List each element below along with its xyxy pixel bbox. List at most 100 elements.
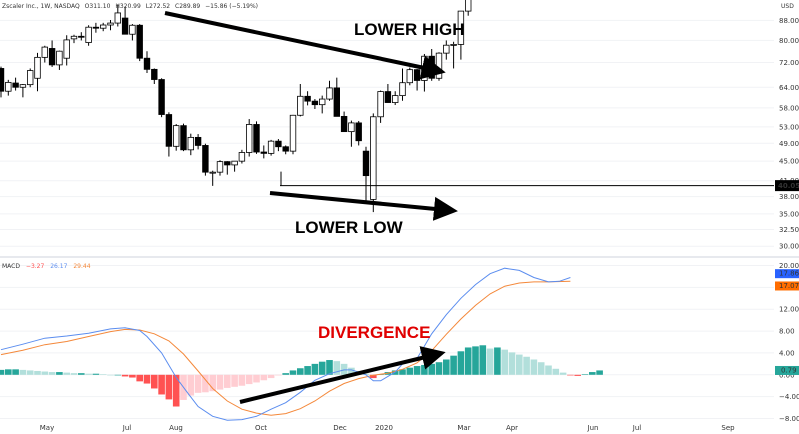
candle[interactable] xyxy=(114,4,121,27)
candle[interactable] xyxy=(326,80,333,101)
time-tick-label: May xyxy=(40,424,54,432)
candle[interactable] xyxy=(231,160,238,172)
candle[interactable] xyxy=(78,32,85,41)
candle[interactable] xyxy=(5,79,12,96)
candle[interactable] xyxy=(406,67,413,86)
candle[interactable] xyxy=(238,149,246,164)
candle[interactable] xyxy=(121,6,129,35)
candle[interactable] xyxy=(92,22,100,33)
candle[interactable] xyxy=(165,112,173,157)
candle[interactable] xyxy=(428,48,435,81)
histogram-bar xyxy=(559,372,567,375)
histogram-bar xyxy=(494,347,501,375)
candle-body xyxy=(202,145,209,173)
candle[interactable] xyxy=(282,145,289,155)
candle-body xyxy=(187,136,194,151)
candle[interactable] xyxy=(34,52,41,92)
candle[interactable] xyxy=(172,124,180,151)
candle-body xyxy=(129,24,136,35)
symbol-info: Zscaler Inc., 1W, NASDAQ O311.10 H320.99… xyxy=(2,3,258,10)
candle[interactable] xyxy=(158,78,165,118)
histogram-bar xyxy=(151,374,158,389)
candle-body xyxy=(194,136,202,146)
time-tick-label: Mar xyxy=(457,424,470,432)
candle[interactable] xyxy=(100,22,107,32)
candle[interactable] xyxy=(399,68,406,101)
divergence-arrow[interactable] xyxy=(239,346,446,404)
histogram-bar xyxy=(56,372,63,375)
candle[interactable] xyxy=(209,170,216,186)
candle-body xyxy=(34,56,41,79)
candle[interactable] xyxy=(202,143,209,176)
histogram-bar xyxy=(158,374,165,395)
candle[interactable] xyxy=(41,45,48,63)
macd-tick-label: 12.00 xyxy=(779,306,799,314)
candle-body xyxy=(260,151,267,154)
signal-line xyxy=(0,280,571,416)
macd-tick-label: 4.00 xyxy=(779,349,795,357)
candle[interactable] xyxy=(0,66,5,98)
candle[interactable] xyxy=(70,34,78,44)
candle[interactable] xyxy=(245,119,253,157)
lower-high-arrow[interactable] xyxy=(164,11,446,80)
candle[interactable] xyxy=(355,120,362,146)
macd-grid xyxy=(0,264,774,420)
candle-body xyxy=(282,146,289,152)
histogram-bar xyxy=(333,361,341,375)
candle[interactable] xyxy=(129,24,136,41)
candle[interactable] xyxy=(464,0,472,16)
histogram-bar xyxy=(567,374,574,376)
candle[interactable] xyxy=(384,83,392,103)
histogram-bar xyxy=(26,370,34,375)
candle[interactable] xyxy=(340,111,348,133)
candle[interactable] xyxy=(311,99,319,109)
candle[interactable] xyxy=(187,133,194,156)
candle[interactable] xyxy=(421,53,428,92)
candle[interactable] xyxy=(377,90,384,123)
candle[interactable] xyxy=(48,40,56,67)
signal-value-label: 17.07 xyxy=(779,282,799,290)
candle[interactable] xyxy=(348,120,355,147)
candle[interactable] xyxy=(318,95,326,114)
candle[interactable] xyxy=(180,123,187,152)
candle[interactable] xyxy=(19,83,27,98)
candle[interactable] xyxy=(304,91,311,106)
histogram-bar xyxy=(581,374,589,375)
candle[interactable] xyxy=(457,10,465,60)
lower-low-arrow[interactable] xyxy=(269,191,458,221)
candle[interactable] xyxy=(450,41,457,69)
candle[interactable] xyxy=(391,91,399,106)
candle-body xyxy=(136,24,143,59)
candle[interactable] xyxy=(136,24,143,62)
candle[interactable] xyxy=(260,145,267,159)
candle[interactable] xyxy=(56,50,63,70)
hist-value-marker xyxy=(775,365,799,375)
time-tick-label: Oct xyxy=(255,424,267,432)
candle[interactable] xyxy=(370,113,377,213)
candle[interactable] xyxy=(26,68,34,88)
candle[interactable] xyxy=(143,51,151,73)
candle[interactable] xyxy=(275,139,282,152)
candle[interactable] xyxy=(194,134,202,150)
candle[interactable] xyxy=(63,35,70,66)
histogram-bar xyxy=(479,345,487,375)
candle-body xyxy=(348,122,355,133)
candle[interactable] xyxy=(12,77,19,91)
candle[interactable] xyxy=(435,52,443,81)
candle[interactable] xyxy=(297,83,304,117)
candle[interactable] xyxy=(107,19,114,31)
histogram-bar xyxy=(486,348,494,375)
candle[interactable] xyxy=(151,68,158,84)
candle[interactable] xyxy=(267,139,275,156)
histogram-bar xyxy=(370,374,377,379)
candle[interactable] xyxy=(333,77,340,117)
candle[interactable] xyxy=(224,161,231,175)
candle[interactable] xyxy=(362,146,370,203)
candle-body xyxy=(158,79,165,115)
candle[interactable] xyxy=(253,121,260,154)
candle[interactable] xyxy=(85,25,92,46)
candle[interactable] xyxy=(443,40,450,60)
candle-body xyxy=(63,39,70,59)
candle[interactable] xyxy=(216,160,224,176)
candle[interactable] xyxy=(289,114,297,155)
